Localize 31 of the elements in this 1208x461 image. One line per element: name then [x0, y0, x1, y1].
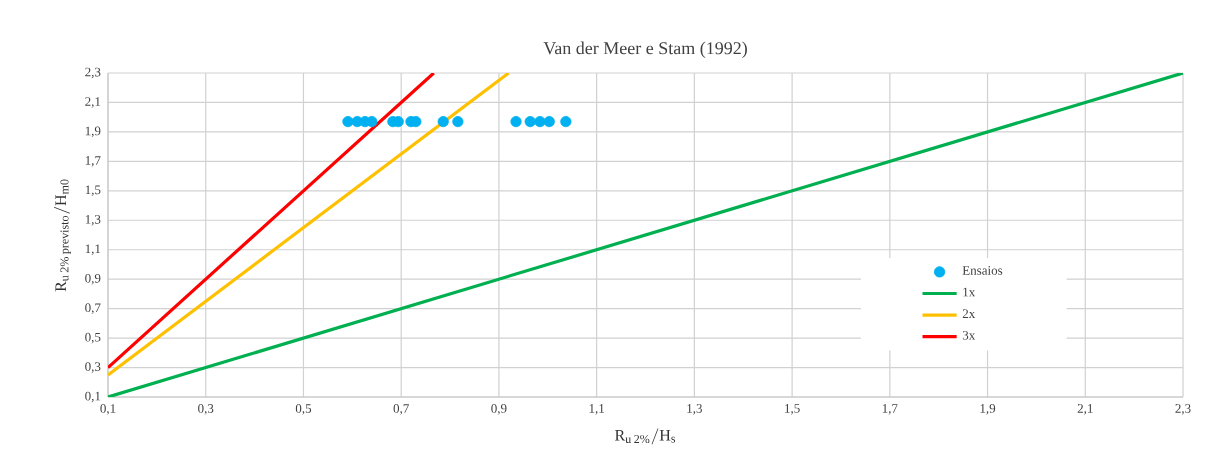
x-tick-label: 0,5 [295, 404, 312, 415]
y-tick-label: 0,5 [85, 332, 101, 344]
y-tick-label: 1,5 [85, 185, 101, 197]
legend-label: 1x [963, 287, 976, 297]
y-tick-label: 2,1 [85, 97, 101, 108]
y-tick-label: 0,9 [85, 273, 101, 285]
x-tick-label: 1,9 [980, 404, 996, 415]
x-tick-label: 1,7 [882, 404, 898, 415]
x-tick-label: 1,5 [785, 404, 800, 415]
x-tick-label: 0,1 [100, 404, 116, 415]
x-tick-label: 1,3 [687, 404, 702, 415]
y-tick-label: 1,7 [85, 156, 101, 167]
x-tick-label: 1,1 [589, 404, 604, 415]
y-tick-label: 1,9 [85, 126, 101, 138]
y-tick-label: 0,3 [85, 362, 101, 373]
legend-label: Ensaios [962, 266, 1003, 275]
legend-label: 3x [962, 330, 976, 340]
x-tick-label: 2,3 [1175, 404, 1191, 415]
y-tick-label: 2,3 [85, 67, 101, 79]
y-tick-label: 1,1 [85, 244, 101, 256]
legend-label: 2x [962, 309, 976, 318]
y-tick-label: 0,7 [85, 303, 101, 314]
chart-title: Van der Meer e Stam (1992) [543, 41, 747, 58]
y-tick-label: 1,3 [85, 214, 101, 226]
y-axis-title: $\mathrm{R}_{\mathrm{u\,2\%\,previsto}}/\mathrm{H}_{\mathrm{m0}}$ [53, 179, 71, 292]
x-tick-label: 0,9 [491, 404, 507, 415]
x-axis-title: $\mathrm{R}_{\mathrm{u\,2\%}}/\mathrm{H}_{\mathrm{s}}$ [615, 428, 676, 445]
x-tick-label: 0,3 [198, 404, 214, 415]
x-tick-label: 2,1 [1077, 404, 1093, 415]
x-tick-label: 0,7 [393, 404, 409, 415]
y-tick-label: 0,1 [85, 391, 101, 403]
